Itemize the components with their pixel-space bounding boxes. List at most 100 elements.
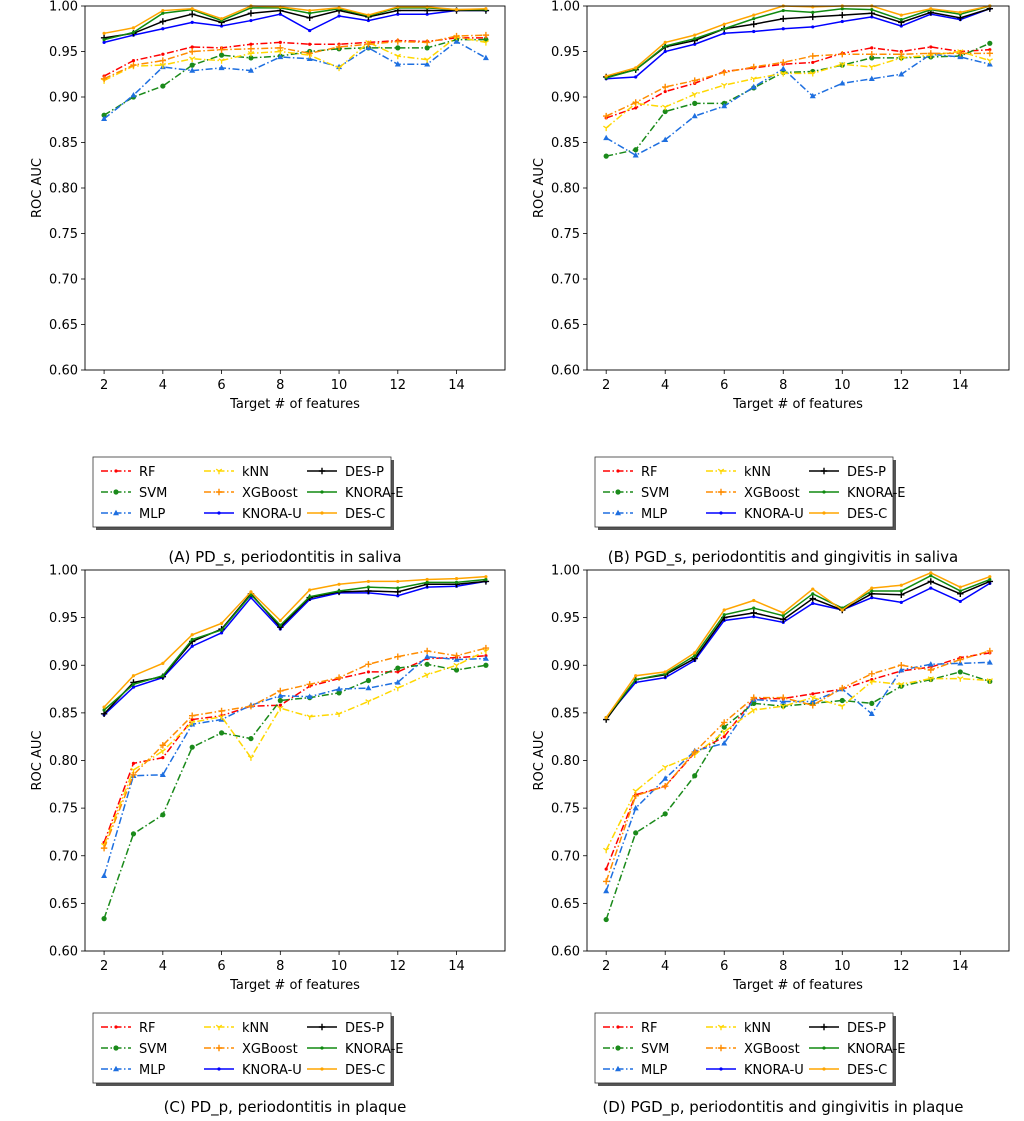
data-point bbox=[721, 729, 728, 736]
legend-item: DES-C bbox=[307, 507, 385, 522]
legend-marker bbox=[616, 469, 620, 473]
data-point bbox=[278, 703, 282, 707]
data-point bbox=[986, 50, 994, 57]
y-tick-label: 0.90 bbox=[551, 91, 580, 106]
y-tick-label: 0.85 bbox=[551, 136, 580, 151]
legend-label: DES-P bbox=[847, 1021, 886, 1036]
data-point bbox=[102, 708, 106, 712]
data-point bbox=[454, 580, 459, 584]
data-point bbox=[424, 653, 431, 659]
series-line bbox=[606, 8, 991, 80]
series-line bbox=[103, 34, 486, 80]
data-point bbox=[278, 618, 282, 623]
legend: RF SVM MLP kNN XGBoost KNORA-U DES-P KNORA-E DES… bbox=[92, 1012, 404, 1086]
legend-box bbox=[594, 1012, 894, 1084]
legend-item: DES-P bbox=[307, 465, 384, 480]
legend: RF SVM MLP kNN XGBoost KNORA-U DES-P KNORA-E DES… bbox=[594, 456, 906, 530]
data-point bbox=[277, 705, 284, 712]
data-point bbox=[691, 748, 698, 756]
data-point bbox=[632, 99, 639, 106]
data-point bbox=[839, 51, 846, 58]
legend-label: MLP bbox=[641, 1063, 667, 1078]
legend-label: XGBoost bbox=[744, 486, 800, 501]
data-point bbox=[218, 52, 225, 58]
data-point bbox=[396, 594, 400, 598]
data-point bbox=[483, 662, 489, 668]
legend-item: DES-C bbox=[307, 1063, 385, 1078]
data-point bbox=[721, 740, 728, 746]
data-point bbox=[101, 872, 108, 878]
legend-marker bbox=[615, 1045, 621, 1051]
legend-label: MLP bbox=[139, 1063, 165, 1078]
y-tick-label: 0.85 bbox=[551, 706, 580, 721]
data-point bbox=[306, 693, 313, 699]
data-point bbox=[957, 676, 964, 682]
x-axis-label: Target # of features bbox=[732, 397, 863, 412]
y-tick-label: 0.90 bbox=[551, 659, 580, 674]
x-tick-label: 6 bbox=[720, 959, 728, 974]
data-point bbox=[662, 136, 669, 142]
data-point bbox=[394, 53, 401, 60]
data-point bbox=[634, 677, 638, 682]
data-point bbox=[602, 112, 610, 120]
legend-label: SVM bbox=[641, 1042, 669, 1057]
data-point bbox=[335, 711, 343, 718]
data-point bbox=[958, 599, 962, 604]
data-point bbox=[986, 659, 993, 665]
data-point bbox=[809, 595, 816, 602]
y-tick-label: 0.95 bbox=[49, 45, 78, 60]
data-point bbox=[721, 719, 728, 726]
series-line bbox=[103, 580, 486, 715]
data-point bbox=[189, 744, 195, 750]
data-point bbox=[131, 685, 136, 689]
legend-label: DES-C bbox=[847, 507, 887, 522]
data-point bbox=[130, 91, 137, 98]
y-tick-label: 0.75 bbox=[551, 802, 580, 817]
data-point bbox=[927, 666, 934, 674]
data-point bbox=[811, 587, 815, 591]
data-point bbox=[663, 44, 667, 48]
data-point bbox=[454, 8, 459, 12]
data-point bbox=[633, 147, 639, 153]
legend-label: KNORA-E bbox=[345, 1042, 404, 1057]
data-point bbox=[219, 621, 224, 625]
legend-item: MLP bbox=[101, 507, 165, 522]
legend-item: RF bbox=[101, 465, 156, 480]
data-point bbox=[131, 59, 136, 63]
data-point bbox=[811, 601, 815, 605]
data-point bbox=[424, 45, 430, 51]
data-point bbox=[394, 38, 401, 45]
legend-box bbox=[594, 456, 894, 528]
data-point bbox=[394, 653, 401, 660]
data-point bbox=[929, 45, 933, 49]
data-point bbox=[811, 10, 815, 14]
data-point bbox=[248, 735, 254, 742]
data-point bbox=[189, 62, 195, 68]
y-tick-label: 0.95 bbox=[49, 611, 78, 626]
legend-box bbox=[92, 1012, 392, 1084]
data-point bbox=[839, 703, 846, 710]
legend-item: KNORA-E bbox=[809, 486, 906, 501]
legend-marker bbox=[113, 1065, 119, 1072]
data-point bbox=[190, 7, 194, 11]
data-point bbox=[161, 11, 165, 15]
series-knn bbox=[603, 676, 993, 854]
legend-label: KNORA-E bbox=[847, 1042, 906, 1057]
y-tick-label: 1.00 bbox=[49, 0, 78, 15]
data-point bbox=[365, 41, 372, 48]
data-point bbox=[308, 28, 312, 33]
legend-marker bbox=[217, 511, 221, 515]
legend-label: KNORA-U bbox=[744, 1063, 804, 1078]
legend-label: KNORA-U bbox=[242, 1063, 302, 1078]
data-point bbox=[809, 695, 816, 701]
data-point bbox=[102, 705, 106, 709]
legend-marker bbox=[215, 488, 223, 496]
data-point bbox=[130, 61, 137, 69]
data-point bbox=[781, 611, 785, 615]
data-point bbox=[190, 45, 194, 49]
data-point bbox=[869, 700, 875, 706]
x-tick-label: 14 bbox=[952, 378, 969, 393]
legend-item: KNORA-U bbox=[204, 507, 302, 522]
series-line bbox=[605, 5, 990, 77]
y-tick-label: 0.65 bbox=[551, 897, 580, 912]
